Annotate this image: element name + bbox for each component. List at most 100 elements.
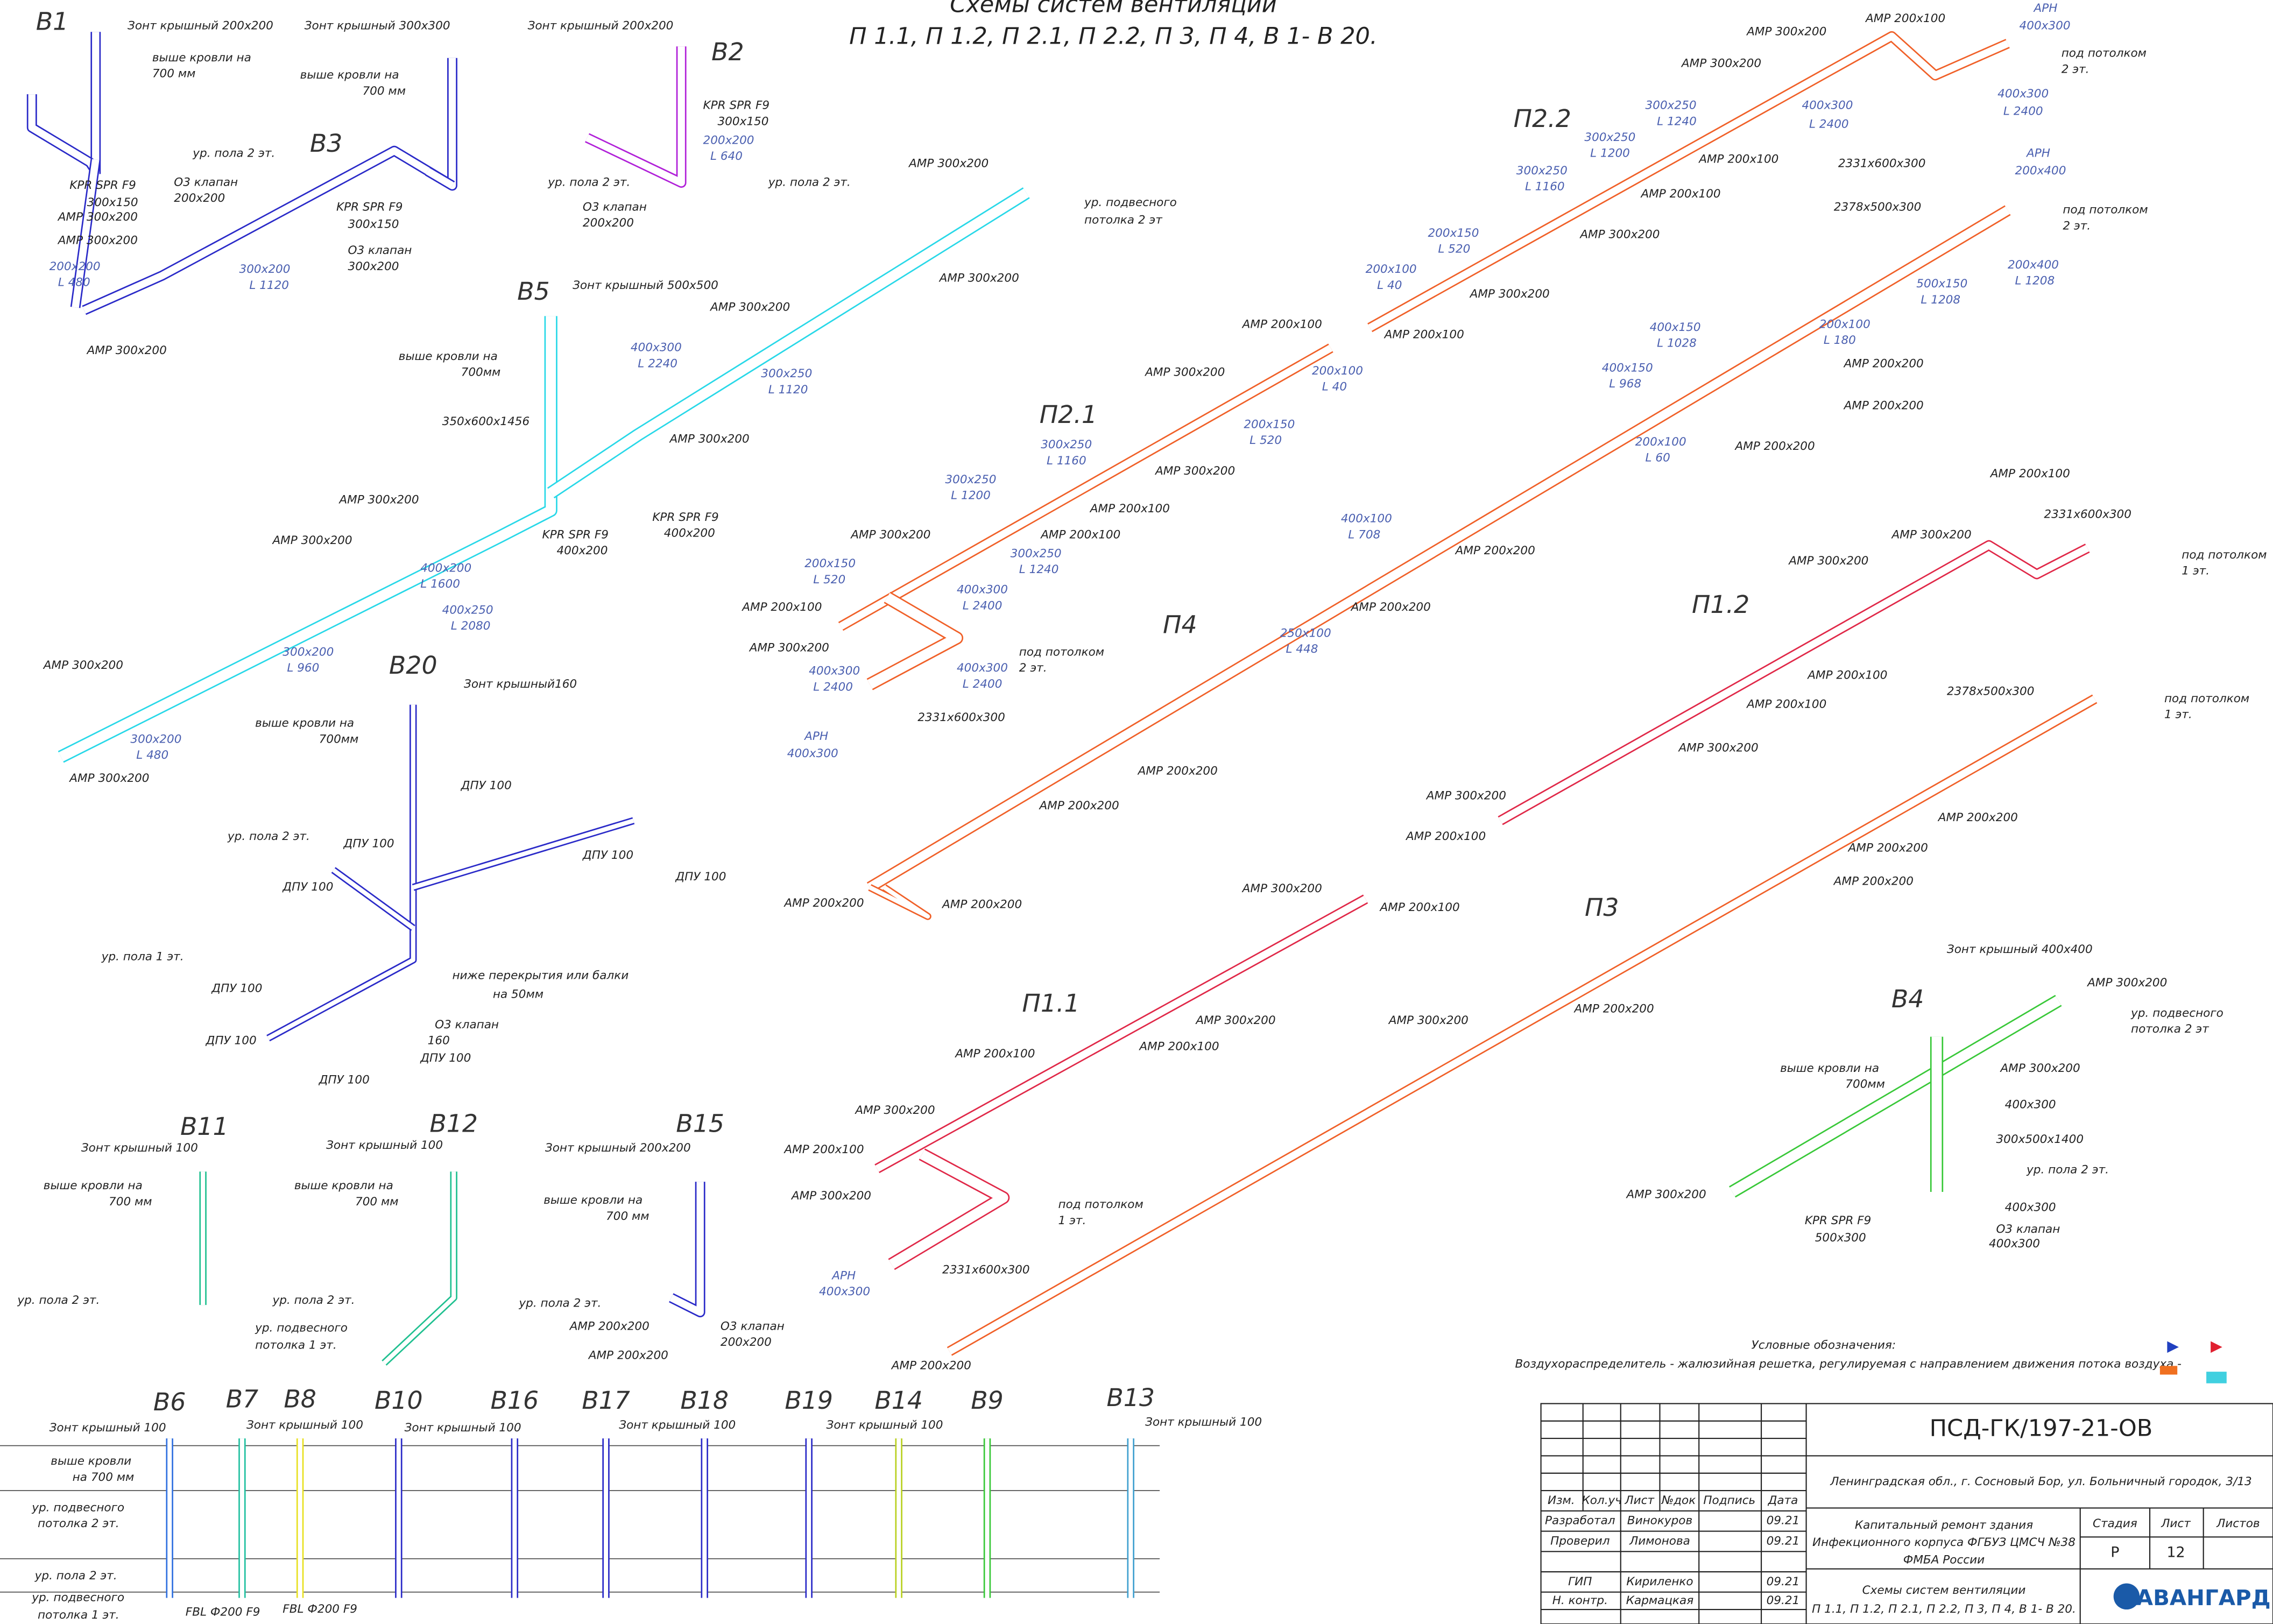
annotation: под потолком	[2063, 203, 2148, 217]
annotation: АМР 200x100	[1241, 318, 1322, 331]
annotation: АМР 300x200	[1241, 882, 1322, 895]
signature-cell: Лимонова	[1629, 1534, 1690, 1548]
annotation: 2 эт.	[2062, 62, 2090, 76]
annotation: АМР 300x200	[2000, 1062, 2080, 1075]
annotation: АМР 200x100	[1383, 328, 1464, 341]
system-label: В11	[180, 1112, 229, 1141]
annotation: 1 эт.	[2164, 708, 2192, 721]
annotation: L 40	[1377, 279, 1402, 292]
table-header: №док	[1661, 1494, 1696, 1507]
annotation: L 1028	[1657, 337, 1697, 350]
annotation: KPR SPR F9	[703, 99, 770, 112]
annotation: ур. пола 2 эт.	[227, 830, 310, 843]
annotation: АМР 200x100	[783, 1143, 864, 1156]
duct-inner	[585, 46, 685, 187]
system-label: В8	[284, 1385, 316, 1414]
annotation: L 480	[58, 276, 90, 289]
annotation: L 1120	[768, 383, 808, 397]
duct-inner	[332, 868, 415, 930]
company-logo	[2113, 1583, 2140, 1610]
annotation: 700 мм	[152, 67, 195, 80]
system-label: В7	[226, 1385, 259, 1414]
annotation: 200x400	[2008, 258, 2059, 272]
duct-inner	[1730, 996, 2062, 1197]
annotation: АМР 200x100	[1379, 901, 1460, 914]
annotation: 200x150	[804, 557, 856, 570]
annotation: выше кровли на	[152, 51, 251, 65]
annotation: АРН	[2025, 147, 2050, 160]
annotation: 300x250	[1041, 438, 1092, 451]
annotation: ур. подвесного	[31, 1591, 124, 1604]
annotation: АМР 300x200	[43, 659, 123, 672]
annotation: 300x250	[1584, 131, 1635, 144]
annotation: L 1200	[951, 489, 991, 503]
annotation: АМР 300x200	[2086, 976, 2167, 990]
annotation: АМР 200x100	[954, 1047, 1035, 1061]
annotation: 400x200	[420, 561, 471, 575]
annotation: 200x100	[1312, 364, 1363, 378]
annotation: АМР 200x200	[941, 898, 1022, 911]
annotation: ур. пола 2 эт.	[34, 1569, 117, 1583]
annotation: 400x300	[631, 341, 682, 355]
annotation: L 2400	[813, 680, 853, 694]
annotation: на 700 мм	[73, 1471, 135, 1484]
annotation: 300x250	[1516, 164, 1568, 178]
icon	[2211, 1341, 2222, 1353]
annotation: 700мм	[319, 732, 359, 746]
annotation: KPR SPR F9	[1805, 1214, 1872, 1227]
annotation: 400x200	[556, 544, 608, 557]
annotation: АМР 200x200	[1843, 357, 1924, 370]
annotation: АМР 300x200	[271, 534, 352, 547]
system-label: В1	[36, 7, 69, 36]
annotation: АМР 300x200	[854, 1104, 935, 1117]
annotation: О3 клапан	[348, 244, 412, 257]
signature-cell: Кириленко	[1626, 1575, 1693, 1588]
annotation: Зонт крышный 400x400	[1947, 943, 2093, 956]
annotation: 300x250	[1646, 99, 1697, 112]
annotation: 300x250	[761, 367, 812, 380]
duct-inner	[72, 159, 100, 308]
annotation: 200x200	[721, 1336, 772, 1349]
annotation: АМР 300x200	[669, 432, 750, 446]
system-label: В19	[785, 1386, 833, 1415]
annotation: ур. подвесного	[31, 1501, 124, 1514]
sheet-title: П 1.1, П 1.2, П 2.1, П 2.2, П 3, П 4, В …	[1812, 1602, 2076, 1616]
annotation: Зонт крышный 300x300	[305, 19, 450, 33]
table-header: Изм.	[1548, 1494, 1575, 1507]
annotation: L 1200	[1590, 147, 1630, 160]
annotation: выше кровли на	[300, 68, 399, 82]
signature-cell: 09.21	[1767, 1534, 1800, 1548]
duct-inner	[82, 58, 456, 314]
annotation: О3 клапан	[174, 176, 238, 189]
annotation: 200x200	[50, 260, 101, 273]
annotation: потолка 1 эт.	[38, 1608, 119, 1622]
annotation: ур. пола 2 эт.	[17, 1294, 100, 1307]
icon	[2167, 1341, 2179, 1353]
duct-inner	[1368, 32, 2009, 331]
annotation: АМР 300x200	[850, 528, 930, 541]
annotation: 700 мм	[109, 1195, 152, 1209]
annotation: L 520	[1438, 242, 1470, 256]
annotation: L 2080	[451, 619, 491, 633]
annotation: ур. пола 2 эт.	[192, 147, 275, 160]
signature-cell: Винокуров	[1627, 1514, 1692, 1528]
title-block	[1540, 1403, 2273, 1624]
annotation: KPR SPR F9	[336, 200, 403, 214]
annotation: АМР 300x200	[1388, 1014, 1469, 1027]
annotation: Зонт крышный 200x200	[545, 1141, 691, 1155]
annotation: АМР 200x100	[1746, 698, 1826, 711]
duct-inner	[267, 704, 415, 1040]
annotation: АМР 200x200	[783, 896, 864, 910]
table-header: Дата	[1768, 1494, 1798, 1507]
annotation: на 50мм	[493, 988, 543, 1001]
annotation: L 960	[287, 661, 319, 675]
sheets-header: Листов	[2216, 1517, 2260, 1530]
annotation: АМР 300x200	[57, 234, 138, 247]
annotation: 400x100	[1341, 512, 1392, 526]
annotation: 200x150	[1428, 227, 1479, 240]
annotation: потолка 2 эт	[2131, 1022, 2210, 1036]
annotation: под потолком	[2164, 692, 2249, 705]
title-block-text: ПСД-ГК/197-21-ОВ Ленинградская обл., г. …	[1545, 1415, 2271, 1616]
annotation: 300x250	[1011, 547, 1062, 560]
